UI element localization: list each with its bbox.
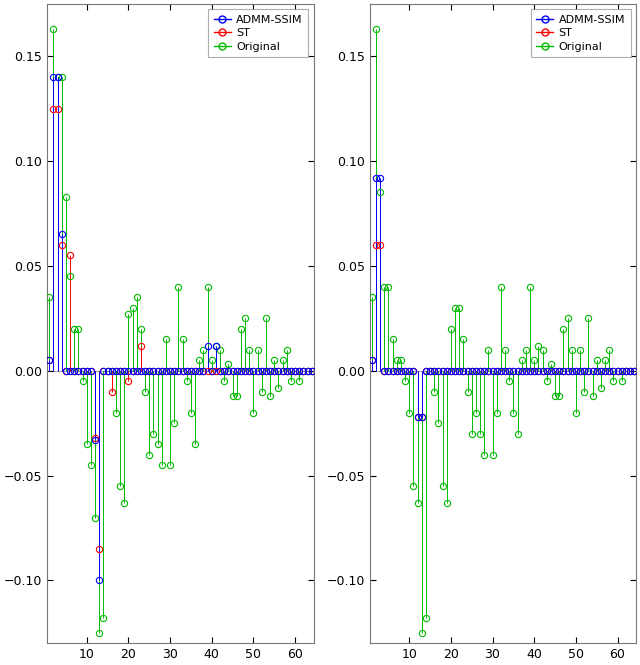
Legend: ADMM-SSIM, ST, Original: ADMM-SSIM, ST, Original xyxy=(209,9,308,57)
Legend: ADMM-SSIM, ST, Original: ADMM-SSIM, ST, Original xyxy=(531,9,630,57)
